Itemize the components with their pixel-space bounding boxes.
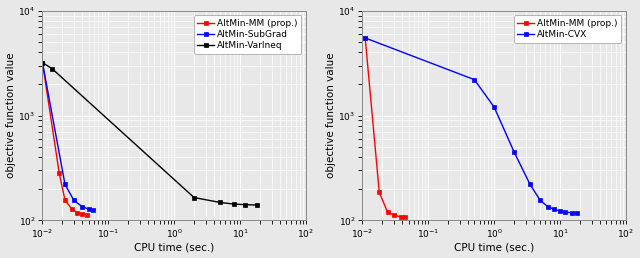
AltMin-MM (prop.) <box>397 215 404 218</box>
AltMin-VarIneq <box>38 61 46 64</box>
AltMin-MM (prop.) <box>376 191 383 194</box>
Y-axis label: objective function value: objective function value <box>326 53 335 178</box>
AltMin-CVX <box>362 36 369 39</box>
AltMin-MM (prop.) <box>383 211 391 214</box>
AltMin-CVX <box>561 211 569 214</box>
AltMin-MM (prop.) <box>61 199 69 202</box>
AltMin-MM (prop.) <box>78 212 86 215</box>
Y-axis label: objective function value: objective function value <box>6 53 15 178</box>
AltMin-CVX <box>544 205 552 208</box>
AltMin-MM (prop.) <box>83 213 91 216</box>
X-axis label: CPU time (sec.): CPU time (sec.) <box>134 243 214 252</box>
AltMin-VarIneq <box>230 203 237 206</box>
AltMin-CVX <box>510 150 518 154</box>
AltMin-CVX <box>536 199 544 202</box>
AltMin-SubGrad <box>89 209 97 212</box>
AltMin-SubGrad <box>38 61 46 64</box>
X-axis label: CPU time (sec.): CPU time (sec.) <box>454 243 534 252</box>
AltMin-SubGrad <box>84 207 92 211</box>
AltMin-CVX <box>573 212 580 215</box>
AltMin-MM (prop.) <box>402 216 410 219</box>
AltMin-SubGrad <box>61 183 69 186</box>
AltMin-VarIneq <box>48 67 56 70</box>
AltMin-CVX <box>556 210 564 213</box>
Legend: AltMin-MM (prop.), AltMin-SubGrad, AltMin-VarIneq: AltMin-MM (prop.), AltMin-SubGrad, AltMi… <box>194 15 301 54</box>
Line: AltMin-SubGrad: AltMin-SubGrad <box>40 60 95 213</box>
AltMin-MM (prop.) <box>38 61 46 64</box>
AltMin-CVX <box>490 106 498 109</box>
Line: AltMin-CVX: AltMin-CVX <box>363 36 579 216</box>
Line: AltMin-MM (prop.): AltMin-MM (prop.) <box>40 60 90 217</box>
AltMin-SubGrad <box>70 199 77 202</box>
AltMin-CVX <box>526 183 534 186</box>
AltMin-VarIneq <box>216 201 224 204</box>
AltMin-VarIneq <box>190 196 198 199</box>
AltMin-CVX <box>470 78 478 81</box>
AltMin-CVX <box>568 211 575 214</box>
Line: AltMin-VarIneq: AltMin-VarIneq <box>40 60 259 207</box>
Legend: AltMin-MM (prop.), AltMin-CVX: AltMin-MM (prop.), AltMin-CVX <box>514 15 621 43</box>
AltMin-VarIneq <box>253 204 260 207</box>
AltMin-MM (prop.) <box>390 214 397 217</box>
AltMin-CVX <box>550 207 557 211</box>
AltMin-MM (prop.) <box>362 36 369 39</box>
AltMin-MM (prop.) <box>68 207 76 211</box>
AltMin-MM (prop.) <box>74 211 81 214</box>
AltMin-SubGrad <box>78 205 86 208</box>
AltMin-MM (prop.) <box>56 172 63 175</box>
AltMin-VarIneq <box>241 203 249 206</box>
Line: AltMin-MM (prop.): AltMin-MM (prop.) <box>363 36 408 220</box>
